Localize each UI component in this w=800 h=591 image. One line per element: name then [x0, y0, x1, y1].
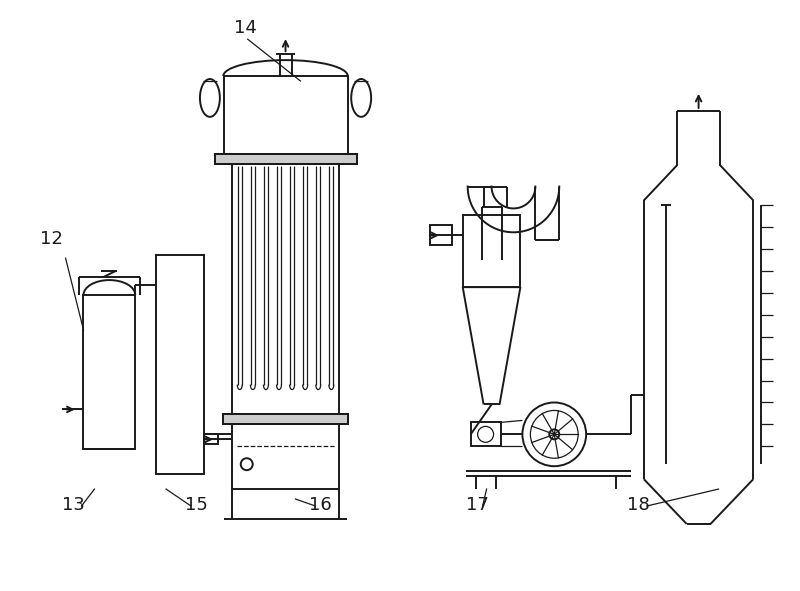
Bar [232, 424, 339, 489]
Bar [462, 215, 521, 287]
Bar [83, 295, 135, 449]
Text: 16: 16 [309, 496, 332, 514]
Bar [223, 414, 348, 424]
Bar [232, 164, 339, 414]
Bar [156, 255, 204, 474]
Bar [215, 154, 358, 164]
Text: 17: 17 [466, 496, 489, 514]
Text: 13: 13 [62, 496, 85, 514]
Text: 18: 18 [627, 496, 650, 514]
Bar [204, 434, 218, 444]
Text: 14: 14 [234, 20, 257, 37]
Bar [224, 76, 348, 154]
Bar [470, 423, 501, 446]
Bar [430, 225, 452, 245]
Text: 12: 12 [40, 230, 63, 248]
Bar [223, 414, 348, 424]
Bar [215, 154, 358, 164]
Text: 15: 15 [185, 496, 207, 514]
